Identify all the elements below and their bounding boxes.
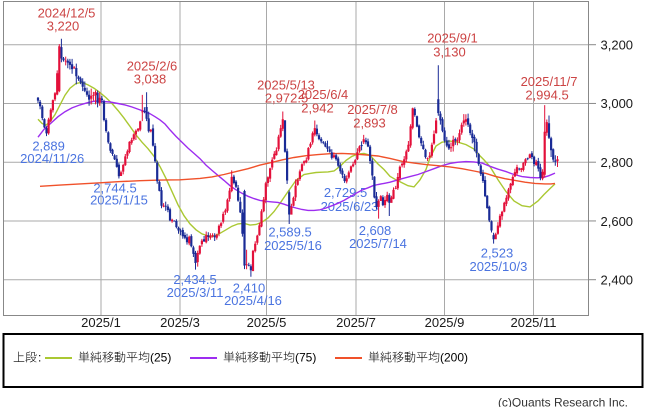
svg-text:(25): (25): [150, 351, 171, 365]
svg-text:(c)Quants Research Inc.: (c)Quants Research Inc.: [498, 396, 628, 407]
svg-text:2025/3/11: 2025/3/11: [167, 285, 224, 300]
svg-text:2025/5: 2025/5: [247, 315, 287, 330]
svg-text:2025/1: 2025/1: [81, 315, 121, 330]
svg-text:2,729.5: 2,729.5: [324, 185, 367, 200]
svg-text:2,893: 2,893: [353, 116, 386, 131]
svg-text:2,994.5: 2,994.5: [525, 88, 568, 103]
svg-text:(200): (200): [440, 351, 468, 365]
svg-text:2,410: 2,410: [233, 281, 266, 296]
svg-text:2025/9: 2025/9: [425, 315, 465, 330]
svg-text:(75): (75): [295, 351, 316, 365]
svg-text:2025/10/3: 2025/10/3: [469, 259, 527, 274]
svg-text:2,434.5: 2,434.5: [173, 272, 216, 287]
svg-text:2,942: 2,942: [301, 101, 334, 116]
svg-text:2025/5/13: 2025/5/13: [257, 78, 315, 93]
svg-text:2025/4/16: 2025/4/16: [224, 293, 282, 308]
svg-text:2025/3: 2025/3: [160, 315, 200, 330]
svg-text:2,744.5: 2,744.5: [93, 181, 136, 196]
svg-text:2,589.5: 2,589.5: [268, 225, 311, 240]
svg-text:3,038: 3,038: [134, 72, 167, 87]
svg-text:3,130: 3,130: [433, 45, 466, 60]
svg-text:3,200: 3,200: [601, 38, 634, 53]
svg-text:2025/1/15: 2025/1/15: [90, 193, 148, 208]
svg-text:2,889: 2,889: [32, 139, 65, 154]
svg-text:2,600: 2,600: [601, 214, 634, 229]
svg-text:2,523: 2,523: [481, 246, 514, 261]
svg-text:2,972.5: 2,972.5: [265, 91, 308, 106]
svg-text:2,800: 2,800: [601, 155, 634, 170]
svg-text:2024/11/26: 2024/11/26: [20, 151, 84, 166]
svg-text:2025/5/16: 2025/5/16: [264, 238, 322, 253]
svg-text::: :: [38, 351, 41, 365]
svg-text:3,000: 3,000: [601, 96, 634, 111]
svg-text:2025/2/6: 2025/2/6: [127, 59, 178, 74]
svg-text:2024/12/5: 2024/12/5: [38, 6, 96, 21]
svg-text:2025/7/8: 2025/7/8: [347, 102, 398, 117]
svg-text:2025/11: 2025/11: [510, 315, 556, 330]
svg-text:2,400: 2,400: [601, 273, 634, 288]
svg-text:2025/7/14: 2025/7/14: [349, 236, 407, 251]
svg-text:2025/7: 2025/7: [336, 315, 376, 330]
svg-text:2025/9/1: 2025/9/1: [427, 31, 478, 46]
svg-text:2025/11/7: 2025/11/7: [521, 74, 578, 89]
svg-text:2,608: 2,608: [359, 223, 392, 238]
svg-text:3,220: 3,220: [47, 19, 80, 34]
svg-text:2025/6/23: 2025/6/23: [321, 199, 379, 214]
svg-text:2025/6/4: 2025/6/4: [298, 87, 349, 102]
